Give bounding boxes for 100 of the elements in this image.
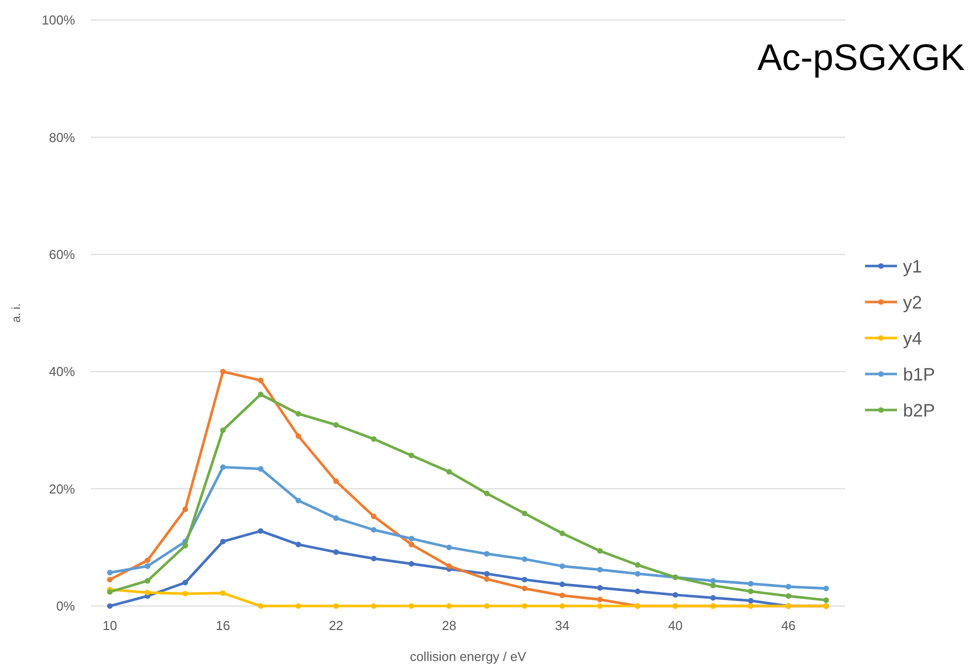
point bbox=[296, 410, 302, 417]
point bbox=[522, 603, 528, 609]
x-tick-label: 40 bbox=[668, 618, 683, 633]
point bbox=[823, 586, 829, 592]
point bbox=[484, 603, 490, 609]
x-tick-label: 28 bbox=[442, 618, 456, 633]
point bbox=[522, 510, 528, 516]
point bbox=[597, 603, 603, 609]
point bbox=[182, 590, 188, 596]
point bbox=[220, 590, 226, 596]
point bbox=[333, 549, 339, 555]
legend-label: y4 bbox=[903, 328, 922, 348]
point bbox=[559, 603, 566, 609]
point bbox=[333, 478, 339, 484]
point bbox=[522, 556, 528, 562]
point bbox=[597, 596, 603, 602]
point bbox=[408, 536, 414, 542]
point bbox=[370, 514, 377, 520]
point bbox=[296, 498, 302, 504]
point bbox=[182, 542, 188, 548]
y-tick-label: 100% bbox=[42, 12, 76, 28]
point bbox=[559, 563, 566, 569]
point bbox=[446, 469, 452, 475]
x-tick-label: 10 bbox=[102, 618, 118, 633]
point bbox=[258, 466, 264, 472]
y-axis-title: a. i. bbox=[9, 303, 23, 323]
point bbox=[296, 603, 302, 609]
point bbox=[559, 582, 566, 588]
point bbox=[296, 433, 302, 439]
point bbox=[144, 563, 150, 569]
point bbox=[446, 544, 452, 550]
point bbox=[786, 584, 792, 590]
point bbox=[522, 586, 528, 592]
point bbox=[484, 490, 490, 496]
point bbox=[370, 556, 377, 562]
point bbox=[446, 563, 452, 569]
point bbox=[182, 580, 188, 586]
point bbox=[634, 562, 640, 568]
point bbox=[484, 551, 490, 557]
point bbox=[634, 570, 640, 577]
point bbox=[408, 561, 414, 567]
point bbox=[748, 580, 754, 587]
point bbox=[370, 436, 377, 442]
y-tick-label: 60% bbox=[48, 246, 76, 262]
point bbox=[182, 506, 188, 512]
point bbox=[408, 452, 414, 458]
point bbox=[258, 603, 264, 609]
point bbox=[672, 592, 678, 598]
point bbox=[258, 378, 264, 384]
y-tick-label: 80% bbox=[48, 130, 76, 145]
point bbox=[748, 588, 754, 594]
point bbox=[333, 603, 339, 609]
point bbox=[107, 576, 113, 582]
legend-label: b1P bbox=[903, 364, 936, 384]
point bbox=[634, 588, 640, 594]
point bbox=[370, 603, 377, 609]
point bbox=[710, 594, 716, 601]
text: Ac-pSGXGK bbox=[757, 37, 966, 78]
y-tick-label: 20% bbox=[48, 481, 76, 496]
point bbox=[220, 538, 226, 544]
point bbox=[710, 578, 716, 584]
point bbox=[370, 527, 377, 533]
point bbox=[107, 603, 113, 609]
point bbox=[786, 593, 792, 599]
point bbox=[258, 528, 264, 534]
x-tick-label: 16 bbox=[216, 618, 230, 633]
point bbox=[220, 427, 226, 433]
point bbox=[597, 585, 603, 591]
point bbox=[144, 557, 150, 564]
point bbox=[408, 603, 414, 609]
point bbox=[710, 582, 716, 588]
x-tick-label: 34 bbox=[555, 618, 570, 633]
point bbox=[408, 542, 414, 548]
point bbox=[144, 590, 150, 596]
y-tick-label: 0% bbox=[56, 598, 76, 614]
point bbox=[258, 392, 264, 398]
point bbox=[296, 542, 302, 548]
x-tick-label: 22 bbox=[328, 618, 344, 633]
point bbox=[522, 576, 528, 582]
legend-label: b2P bbox=[903, 400, 936, 420]
point bbox=[484, 570, 490, 577]
point bbox=[446, 603, 452, 609]
legend-label: y1 bbox=[903, 256, 922, 276]
point bbox=[333, 422, 339, 428]
point bbox=[597, 566, 603, 572]
legend-label: y2 bbox=[903, 292, 922, 312]
point bbox=[823, 597, 829, 603]
point bbox=[748, 598, 754, 604]
y-tick-label: 40% bbox=[48, 364, 76, 380]
point bbox=[559, 530, 566, 536]
point bbox=[144, 578, 150, 584]
point bbox=[333, 515, 339, 521]
point bbox=[484, 576, 490, 582]
x-axis-title: collision energy / eV bbox=[410, 649, 526, 664]
point bbox=[107, 570, 113, 576]
x-tick-label: 46 bbox=[781, 618, 796, 633]
point bbox=[597, 548, 603, 554]
point bbox=[220, 464, 226, 470]
point bbox=[107, 589, 113, 595]
point bbox=[220, 368, 226, 374]
